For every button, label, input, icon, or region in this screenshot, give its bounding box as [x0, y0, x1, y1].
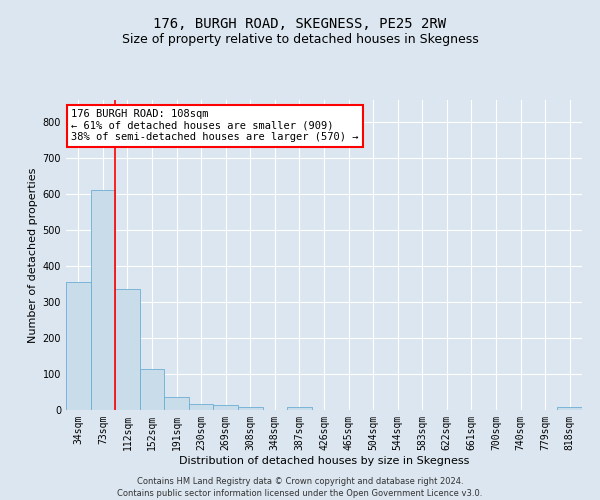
Y-axis label: Number of detached properties: Number of detached properties: [28, 168, 38, 342]
Text: Contains public sector information licensed under the Open Government Licence v3: Contains public sector information licen…: [118, 489, 482, 498]
Bar: [287, 407, 312, 410]
Text: 176 BURGH ROAD: 108sqm
← 61% of detached houses are smaller (909)
38% of semi-de: 176 BURGH ROAD: 108sqm ← 61% of detached…: [71, 110, 359, 142]
Bar: [189, 404, 214, 410]
Text: Size of property relative to detached houses in Skegness: Size of property relative to detached ho…: [122, 32, 478, 46]
Bar: [164, 397, 189, 410]
Bar: [66, 282, 91, 410]
Bar: [557, 408, 582, 410]
Bar: [115, 289, 140, 410]
X-axis label: Distribution of detached houses by size in Skegness: Distribution of detached houses by size …: [179, 456, 469, 466]
Text: Contains HM Land Registry data © Crown copyright and database right 2024.: Contains HM Land Registry data © Crown c…: [137, 478, 463, 486]
Bar: [214, 406, 238, 410]
Bar: [140, 370, 164, 410]
Text: 176, BURGH ROAD, SKEGNESS, PE25 2RW: 176, BURGH ROAD, SKEGNESS, PE25 2RW: [154, 18, 446, 32]
Bar: [238, 407, 263, 410]
Bar: [91, 190, 115, 410]
